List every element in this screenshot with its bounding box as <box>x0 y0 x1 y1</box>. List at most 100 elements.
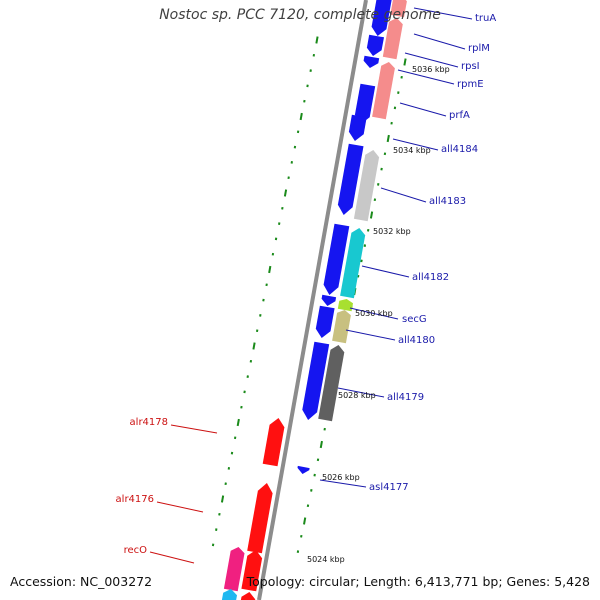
gene-features <box>221 0 407 600</box>
gene-label-all4179: all4179 <box>387 392 424 403</box>
scale-tick <box>283 189 288 197</box>
scale-label: 5034 kbp <box>393 146 431 155</box>
gene-alr4176-arrow <box>247 483 273 554</box>
gene-label-all4182: all4182 <box>412 272 449 283</box>
scale-label: 5030 kbp <box>355 309 393 318</box>
callout-line <box>392 138 439 151</box>
scale-tick <box>236 418 240 427</box>
gene-callout-rpmE: rpmE <box>397 69 484 90</box>
gene-rpsI-arrow <box>363 55 380 68</box>
gene-callout-all4182: all4182 <box>361 265 449 283</box>
scale-tick <box>220 495 225 503</box>
callout-line <box>156 501 204 513</box>
backbone <box>257 0 368 600</box>
gene-all4184-arrow <box>348 114 367 141</box>
gene-callout-all4183: all4183 <box>380 187 466 207</box>
gene-all4182-arrow <box>323 223 350 295</box>
callout-line <box>319 479 367 488</box>
callout-line <box>404 52 459 68</box>
gene-sky-block <box>221 589 237 600</box>
gene-asl4177-arrow <box>297 465 310 474</box>
accession-text: Accession: NC_003272 <box>10 574 153 589</box>
scale-tick <box>403 58 407 66</box>
gene-callout-asl4177: asl4177 <box>319 479 409 493</box>
gene-magenta-block <box>223 547 245 592</box>
scale-tick <box>252 342 256 350</box>
gene-all4179-arrow <box>302 341 330 420</box>
gene-recO-neighbor <box>240 592 256 600</box>
gene-callout-recO: recO <box>124 545 195 564</box>
gene-callouts: truA rplM rpsI rpmE prfA all4184 all4183 all418… <box>116 7 496 564</box>
scale-label: 5028 kbp <box>338 391 376 400</box>
gene-label-rpsI: rpsI <box>461 61 480 72</box>
gene-all4180-arrow <box>315 305 335 338</box>
gene-callout-all4184: all4184 <box>392 138 478 155</box>
gene-rplM-arrow <box>366 34 384 56</box>
callout-line <box>337 387 385 398</box>
gene-callout-alr4176: alr4176 <box>116 494 204 513</box>
callout-line <box>149 551 195 564</box>
gene-all4180-block <box>332 310 351 344</box>
scale-label: 5036 kbp <box>412 65 450 74</box>
gene-secG-arrow <box>321 294 337 306</box>
gene-label-alr4178: alr4178 <box>130 417 168 428</box>
gene-callout-all4179: all4179 <box>337 387 424 403</box>
gene-label-prfA: prfA <box>449 110 470 121</box>
scale-tick <box>303 517 307 525</box>
gene-truA-block <box>390 0 407 18</box>
gene-rpmE-block <box>372 62 395 120</box>
callout-line <box>413 33 466 50</box>
gene-label-truA: truA <box>475 13 496 24</box>
gene-callout-all4180: all4180 <box>345 329 435 346</box>
callout-line <box>349 307 399 320</box>
scale-label: 5026 kbp <box>322 473 360 482</box>
callout-line <box>380 187 427 203</box>
gene-label-secG: secG <box>402 314 427 325</box>
genome-summary-text: Topology: circular; Length: 6,413,771 bp… <box>246 574 590 589</box>
gene-label-rplM: rplM <box>468 43 490 54</box>
gene-label-alr4176: alr4176 <box>116 494 154 505</box>
gene-truA-arrow <box>371 0 392 36</box>
gene-label-asl4177: asl4177 <box>369 482 409 493</box>
gene-all4183-block <box>353 150 380 222</box>
outer-scale-ticks <box>211 36 319 547</box>
gene-prfA-arrow <box>354 83 376 124</box>
gene-callout-truA: truA <box>413 7 496 24</box>
scale-label: 5024 kbp <box>307 555 345 564</box>
gene-label-all4184: all4184 <box>441 144 478 155</box>
callout-line <box>345 329 396 341</box>
gene-label-rpmE: rpmE <box>457 79 484 90</box>
gene-recO-arrow <box>241 550 263 592</box>
callout-line <box>170 424 218 434</box>
gene-rplM-block <box>382 18 403 60</box>
gene-callout-secG: secG <box>349 307 427 325</box>
gene-all4182-block <box>340 228 366 299</box>
gene-alr4178-arrow <box>262 418 285 467</box>
callout-line <box>399 102 447 117</box>
gene-all4179-block <box>318 345 345 422</box>
scale-tick <box>315 36 319 44</box>
callout-line <box>361 265 410 278</box>
gene-callout-prfA: prfA <box>399 102 470 121</box>
scale-labels: 5036 kbp 5034 kbp 5032 kbp 5030 kbp 5028 kbp… <box>307 65 450 564</box>
scale-tick <box>268 265 272 274</box>
scale-tick <box>319 440 323 449</box>
gene-label-all4180: all4180 <box>398 335 435 346</box>
map-title: Nostoc sp. PCC 7120, complete genome <box>159 7 441 23</box>
gene-callout-rpsI: rpsI <box>404 52 480 72</box>
scale-tick <box>299 112 303 121</box>
gene-callout-rplM: rplM <box>413 33 490 54</box>
gene-label-recO: recO <box>124 545 148 556</box>
callout-line <box>397 69 455 85</box>
scale-ticks <box>211 36 407 553</box>
gene-callout-alr4178: alr4178 <box>130 417 218 434</box>
genome-backbone-line <box>257 0 368 600</box>
scale-tick <box>386 134 390 143</box>
callout-line <box>413 7 473 20</box>
scale-tick <box>369 211 374 219</box>
gene-all4183-arrow <box>337 143 364 215</box>
gene-label-all4183: all4183 <box>429 196 466 207</box>
gene-secG-block <box>337 299 353 312</box>
